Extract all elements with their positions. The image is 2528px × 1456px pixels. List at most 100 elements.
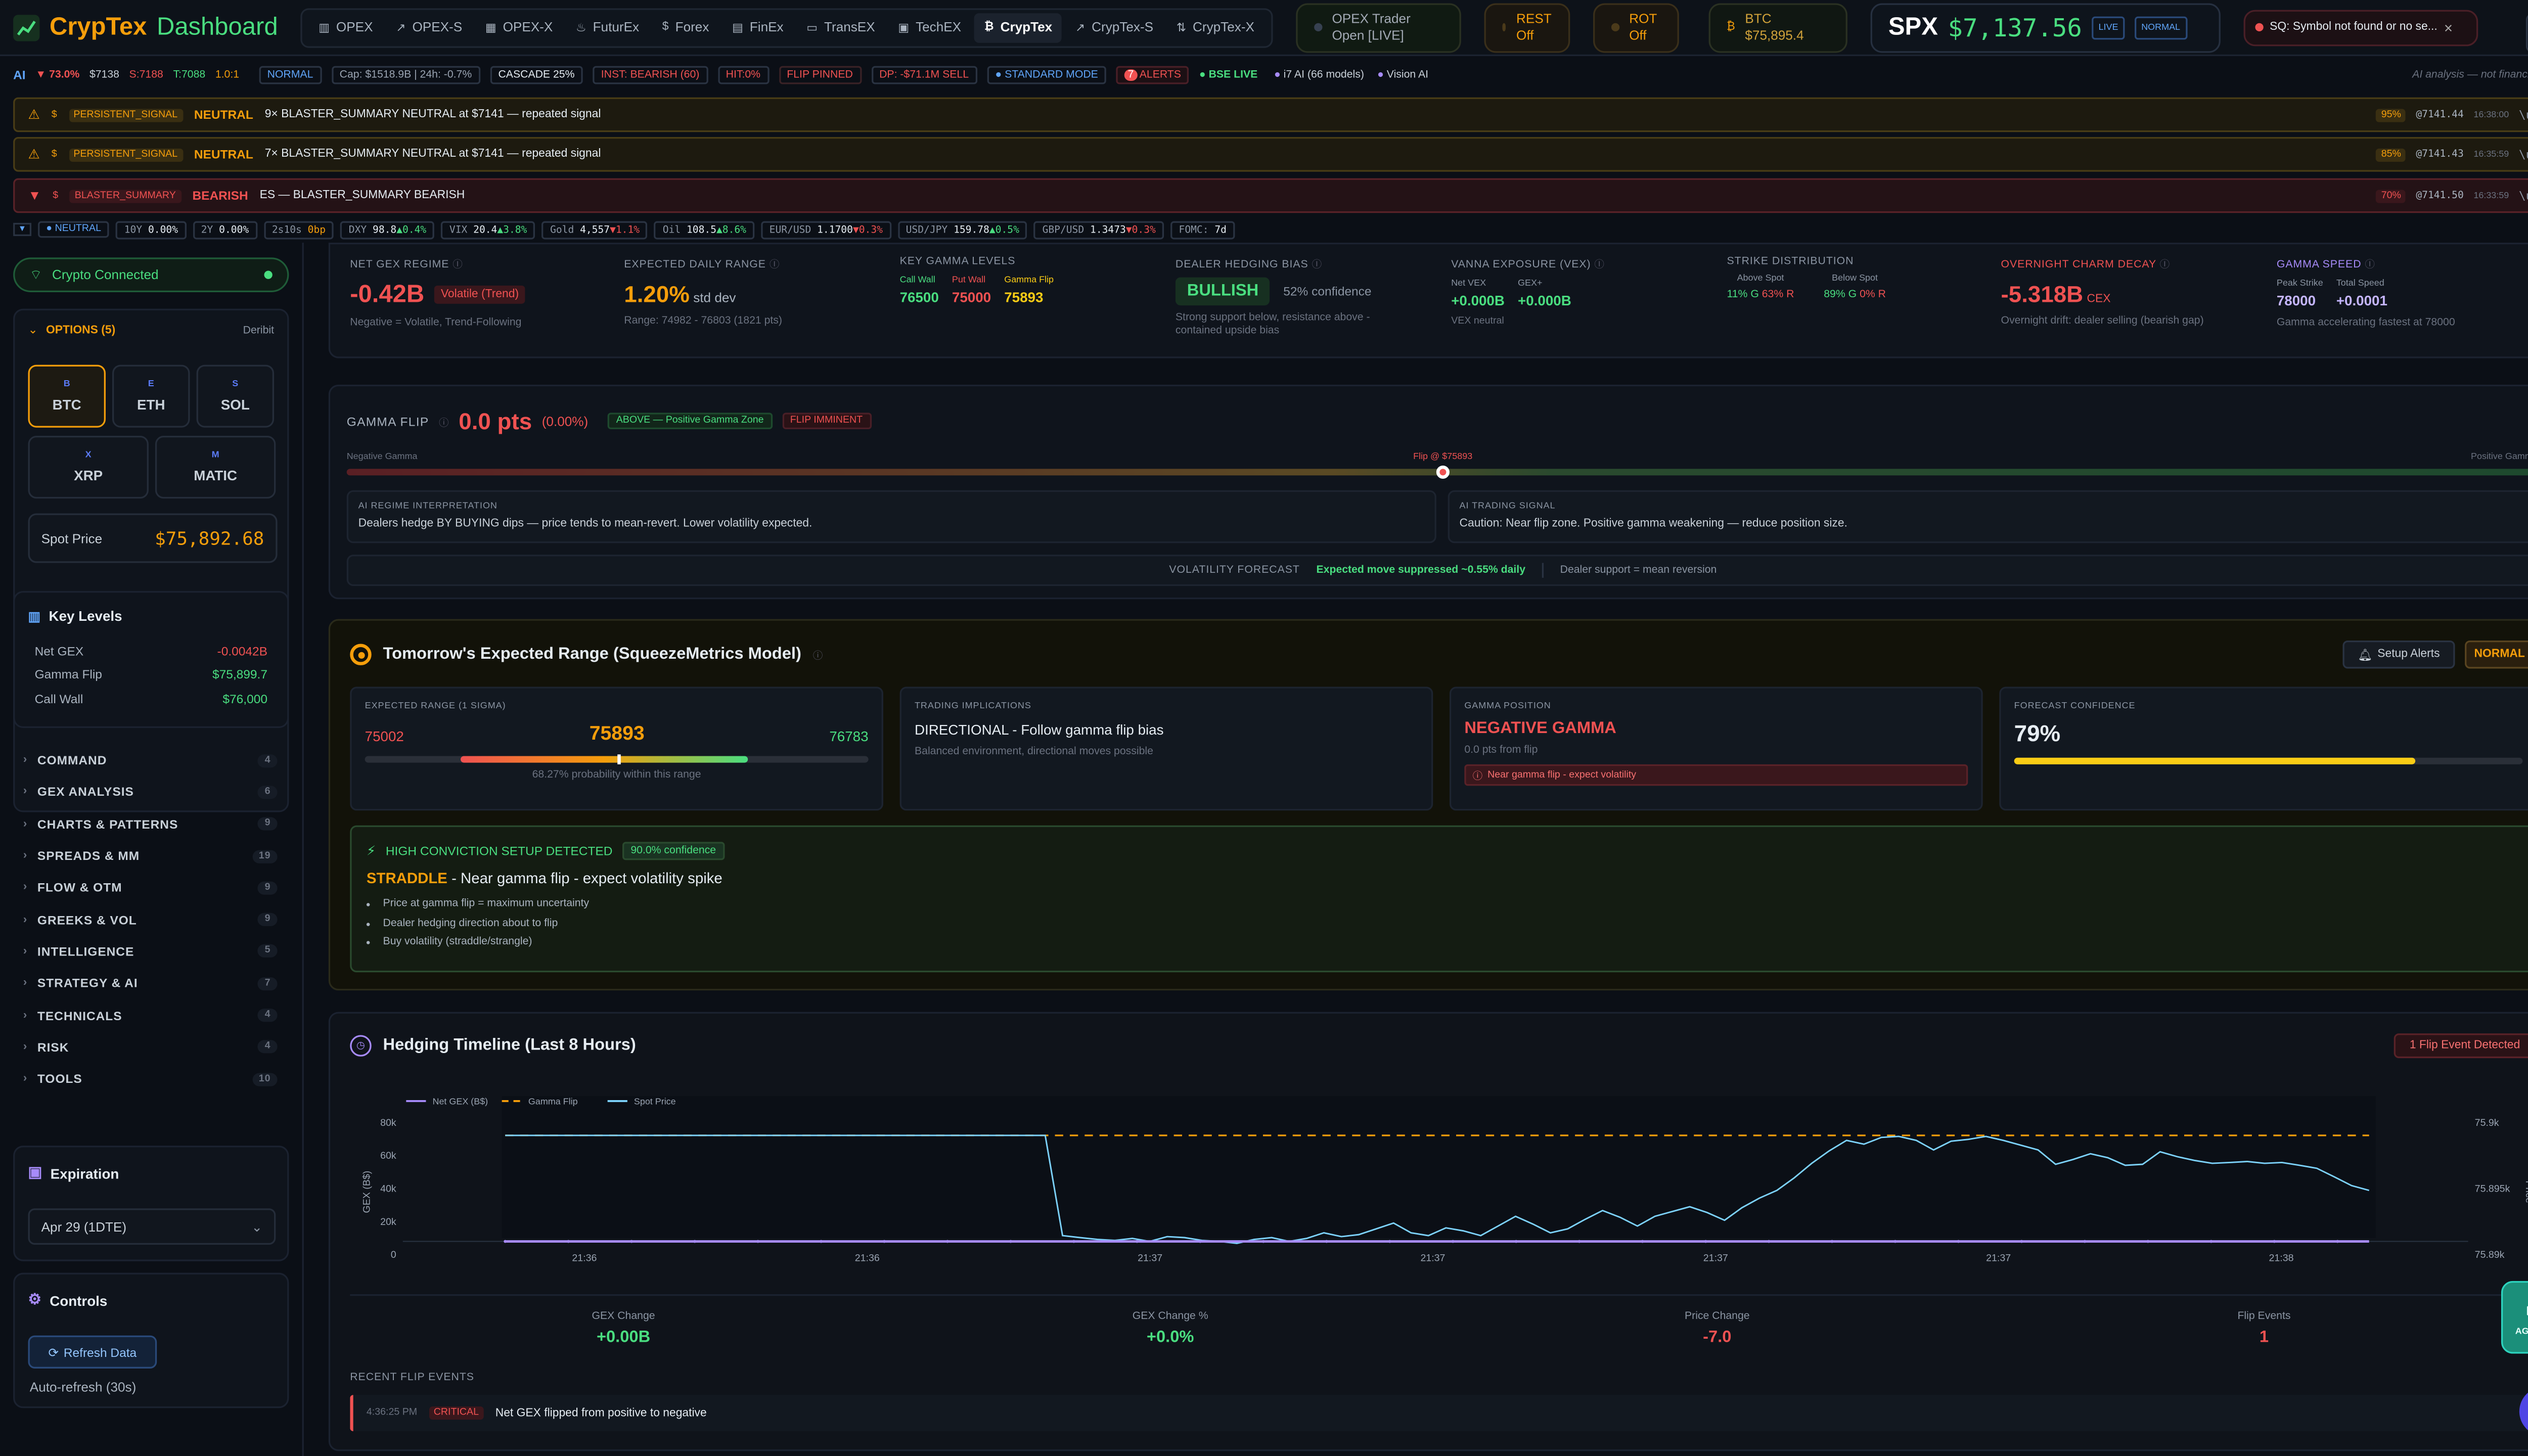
options-header[interactable]: ⌄ OPTIONS (5) Deribit [15,310,287,350]
error-toast[interactable]: SQ: Symbol not found or no se... × [2243,9,2478,46]
stat-label: GEX Change % [1132,1310,1208,1323]
gex-point [504,1240,507,1243]
dp-badge: DP: -$71.1M SELL [871,65,977,83]
bitcoin-icon: ₿ [1726,20,1735,32]
sidebar-section-risk[interactable]: › RISK 4 [7,1031,291,1063]
opex-trader-status[interactable]: OPEX Trader Open [LIVE] [1295,2,1461,52]
coin-eth[interactable]: E ETH [112,365,190,428]
refresh-button[interactable]: ⟳ Refresh Data [28,1335,157,1369]
coin-xrp[interactable]: X XRP [28,436,149,499]
nav-item-opex-s[interactable]: ↗ OPEX-S [386,12,472,42]
key-level-name: Call Wall [34,691,83,706]
standard-mode-badge: ● STANDARD MODE [986,65,1107,83]
net-vex-value: +0.000B [1451,292,1505,309]
rot-status[interactable]: ROT Off [1593,2,1679,52]
status-dot-icon [1502,23,1507,32]
ticker-value: 98.8 [373,223,397,236]
coin-btc[interactable]: B BTC [28,365,106,428]
section-left: › CHARTS & PATTERNS [23,816,178,831]
ai-pct: ▼ 73.0% [35,68,80,80]
alert-banner[interactable]: ⚠ $ PERSISTENT_SIGNAL NEUTRAL 9× BLASTER… [13,97,2528,132]
warning-icon: ⚠ [28,107,40,122]
nav-item-cryptex[interactable]: ₿ CrypTex [974,12,1062,42]
peak-strike-label: Peak Strike [2276,279,2323,289]
help-icon[interactable]: ⓘ [2365,260,2376,271]
stat-value: +0.00B [596,1329,651,1347]
alert-pct: 85% [2376,148,2406,161]
setup-alerts-button[interactable]: 🔔︎ Setup Alerts [2342,640,2455,669]
nav-item-finex[interactable]: ▤ FinEx [723,12,794,42]
sidebar-section-strategy-ai[interactable]: › STRATEGY & AI 7 [7,968,291,999]
alert-banner[interactable]: ▼ $ BLASTER_SUMMARY BEARISH ES — BLASTER… [13,178,2528,213]
sidebar-section-charts-patterns[interactable]: › CHARTS & PATTERNS 9 [7,808,291,840]
metric-label: VANNA EXPOSURE (VEX) ⓘ [1451,256,1605,271]
er-bar [365,754,869,764]
nav-item-opex[interactable]: ▥ OPEX [309,12,383,42]
brand[interactable]: CrypTex Dashboard [0,13,294,41]
gp-label: GAMMA POSITION [1464,701,1551,712]
brand-title-a: CrypTex [49,13,147,41]
flip-event-row[interactable]: 4:36:25 PM CRITICAL Net GEX flipped from… [350,1395,2528,1432]
ai-pct-value: 73.0% [49,68,80,80]
alert-dismiss[interactable]: \u00D7 [2518,108,2528,122]
sidebar-section-intelligence[interactable]: › INTELLIGENCE 5 [7,936,291,968]
flip-marker[interactable] [1436,465,1450,479]
help-icon[interactable]: ⓘ [769,260,780,271]
options-title: OPTIONS (5) [46,324,116,336]
spx-ticker[interactable]: SPX $7,137.56 LIVE NORMAL [1870,2,2221,52]
sidebar-section-technicals[interactable]: › TECHNICALS 4 [7,999,291,1031]
er-bar-fill [460,756,748,763]
help-icon[interactable]: ⓘ [1594,260,1605,271]
hedging-timeline-chart[interactable]: Net GEX (B$) Gamma Flip Spot Price 80k 60k 40… [330,1080,2528,1328]
sidebar-sections: › COMMAND 4 › GEX ANALYSIS 6 › CHARTS & PATTERN… [7,745,291,1095]
gex-point [1198,1240,1202,1243]
cap-badge: Cap: $1518.9B | 24h: -0.7% [331,65,480,83]
help-icon[interactable]: ⓘ [453,260,463,271]
ticker-item: GBP/USD 1.3473▼0.3% [1034,220,1164,239]
alert-banner[interactable]: ⚠ $ PERSISTENT_SIGNAL NEUTRAL 7× BLASTER… [13,137,2528,172]
strike-distribution-metric: STRIKE DISTRIBUTION Above Spot 11% G 63% … [1727,256,1886,300]
help-icon[interactable]: ⓘ [1312,260,1323,271]
alert-dismiss[interactable]: \u00D7 [2518,189,2528,203]
speed-sub: Gamma accelerating fastest at 78000 [2276,316,2455,329]
calendar-icon: ▣ [28,1164,42,1180]
sidebar-section-command[interactable]: › COMMAND 4 [7,745,291,777]
alerts-button[interactable]: 7 ALERTS [1116,65,1190,83]
settings-button[interactable]: ⚙ [2525,13,2528,53]
chevron-right-icon: › [23,977,28,989]
coin-matic[interactable]: M MATIC [155,436,276,499]
rest-status[interactable]: REST Off [1483,2,1570,52]
ai-s: S:7188 [129,68,163,80]
sidebar-section-flow-otm[interactable]: › FLOW & OTM 9 [7,872,291,904]
key-levels-panel: ▥ Key Levels Net GEX -0.0042B Gamma Flip $7… [13,590,289,729]
below-spot: Below Spot 89% G 0% R [1824,274,1886,300]
collapse-icon[interactable]: ▼ [13,222,31,236]
gex-plus: GEX+ +0.000B [1518,279,1571,309]
sidebar-section-greeks-vol[interactable]: › GREEKS & VOL 9 [7,904,291,936]
nav-item-futurex[interactable]: ♨ FuturEx [566,12,649,42]
nav-item-transex[interactable]: ▭ TransEX [797,12,885,42]
above-values: 11% G 63% R [1727,289,1794,300]
sidebar-section-gex-analysis[interactable]: › GEX ANALYSIS 6 [7,777,291,808]
close-icon[interactable]: × [2444,19,2453,36]
nav-item-cryptex-x[interactable]: ⇅ CrypTex-X [1166,12,1264,42]
alert-dismiss[interactable]: \u00D7 [2518,148,2528,161]
nav-item-cryptex-s[interactable]: ↗ CrypTex-S [1065,12,1163,42]
expiration-select[interactable]: Apr 29 (1DTE) ⌄ [28,1208,276,1245]
sidebar-section-spreads-mm[interactable]: › SPREADS & MM 19 [7,840,291,872]
nav-item-forex[interactable]: $ Forex [652,12,719,42]
btc-status[interactable]: ₿ BTC $75,895.4 [1708,2,1847,52]
fc-value: 79% [2014,719,2061,746]
nav-item-techex[interactable]: ▣ TechEX [888,12,971,42]
help-icon[interactable]: ⓘ [2159,260,2171,271]
rot-line1: ROT [1629,11,1657,26]
help-icon[interactable]: ⓘ [439,418,449,429]
error-text: SQ: Symbol not found or no se... [2270,20,2437,32]
coin-sol[interactable]: S SOL [196,365,275,428]
nav-item-opex-x[interactable]: ▦ OPEX-X [475,12,563,42]
help-icon[interactable]: ⓘ [812,652,823,662]
gex-point [2273,1240,2276,1243]
er-values: 75002 75893 76783 [365,715,869,754]
agents-button[interactable]: ⌬ AGENTS [2501,1281,2528,1354]
sidebar-section-tools[interactable]: › TOOLS 10 [7,1063,291,1095]
